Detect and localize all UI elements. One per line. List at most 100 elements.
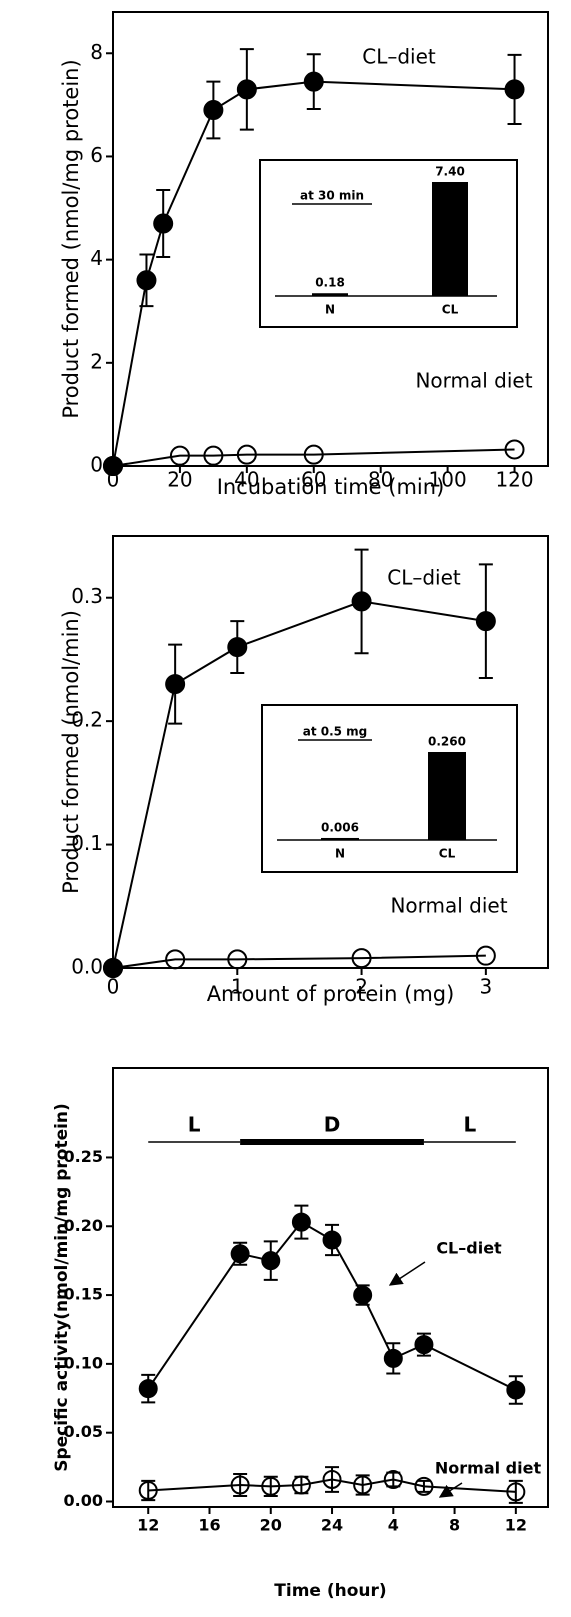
y-axis-label: Product formed (nmol/mg protein) (59, 59, 83, 418)
error-bar (508, 1479, 523, 1504)
x-axis-label: Time (hour) (274, 1581, 386, 1601)
x-tick-label: 0 (107, 975, 120, 999)
data-point (353, 1475, 373, 1495)
data-point (504, 79, 525, 100)
y-tick-label: 0.25 (64, 1147, 103, 1166)
inset-category-label: CL (442, 303, 459, 317)
data-point (291, 1475, 311, 1495)
inset-bar (312, 293, 348, 296)
inset-title: at 0.5 mg (303, 725, 368, 739)
data-point (153, 213, 174, 234)
data-point (227, 949, 248, 970)
y-tick-label: 0.2 (71, 708, 103, 732)
series-label: CL–diet (436, 1239, 502, 1258)
data-point (475, 611, 496, 632)
data-point (236, 444, 257, 465)
period-label: L (188, 1113, 201, 1137)
data-point (303, 71, 324, 92)
data-point (138, 1379, 158, 1399)
inset-frame (259, 159, 518, 328)
inset-value-label: 7.40 (435, 165, 465, 179)
inset-value-label: 0.006 (321, 820, 359, 834)
x-tick-label: 24 (321, 1516, 343, 1535)
data-point (103, 958, 123, 978)
y-tick-label: 0.05 (64, 1422, 103, 1441)
series-label: Normal diet (390, 894, 507, 918)
period-label: L (464, 1113, 477, 1137)
x-tick-label: 12 (137, 1516, 159, 1535)
x-axis-label: Amount of protein (mg) (207, 982, 455, 1006)
x-tick-label: 20 (260, 1516, 282, 1535)
y-tick-label: 0.0 (71, 955, 103, 979)
x-tick-label: 8 (449, 1516, 460, 1535)
y-tick-label: 0.20 (64, 1216, 103, 1235)
data-point (506, 1380, 526, 1400)
x-tick-label: 40 (234, 468, 259, 492)
series-line (112, 954, 486, 969)
data-point (353, 1285, 373, 1305)
error-bar (233, 1472, 248, 1497)
inset-frame (261, 704, 518, 873)
x-tick-label: 2 (355, 975, 368, 999)
plot-frame (112, 535, 549, 969)
series-label: Normal diet (415, 369, 532, 393)
data-point (506, 1482, 526, 1502)
data-point (414, 1476, 434, 1496)
data-point (414, 1335, 434, 1355)
y-tick-label: 0 (90, 453, 103, 477)
x-tick-label: 3 (479, 975, 492, 999)
y-tick-label: 0.1 (71, 831, 103, 855)
y-tick-label: 6 (90, 143, 103, 167)
data-point (291, 1212, 311, 1232)
inset-category-label: N (325, 303, 335, 317)
y-tick-label: 8 (90, 40, 103, 64)
y-tick-label: 0.3 (71, 584, 103, 608)
error-bar (263, 1475, 278, 1497)
x-tick-label: 120 (495, 468, 533, 492)
x-tick-label: 80 (368, 468, 393, 492)
inset-bar (432, 182, 468, 296)
data-point (303, 444, 324, 465)
x-tick-label: 60 (301, 468, 326, 492)
data-point (475, 945, 496, 966)
series-line (112, 448, 515, 467)
y-tick-label: 0.00 (64, 1491, 103, 1510)
data-point (504, 439, 525, 460)
y-axis-label: Specific activity(nmol/min/mg protein) (52, 1103, 72, 1472)
x-axis-label: Incubation time (min) (217, 475, 445, 499)
data-point (261, 1251, 281, 1271)
data-point (230, 1244, 250, 1264)
data-point (103, 456, 123, 476)
plot-frame (112, 11, 549, 467)
inset-value-label: 0.260 (428, 735, 466, 749)
data-point (261, 1476, 281, 1496)
data-point (138, 1480, 158, 1500)
x-tick-label: 100 (429, 468, 467, 492)
error-bar (141, 1479, 156, 1502)
x-tick-label: 12 (505, 1516, 527, 1535)
inset-title: at 30 min (300, 189, 364, 203)
data-point (203, 100, 224, 121)
series-label: Normal diet (435, 1459, 542, 1478)
error-bar (416, 1479, 431, 1493)
data-point (236, 79, 257, 100)
data-point (383, 1469, 403, 1489)
y-axis-label: Product formed (nmol/min) (59, 610, 83, 894)
inset-bar (428, 752, 466, 840)
x-tick-label: 20 (167, 468, 192, 492)
data-point (227, 637, 248, 658)
data-point (383, 1348, 403, 1368)
inset-bar (321, 837, 359, 840)
annotation-arrow (438, 1482, 463, 1498)
series-label: CL–diet (362, 45, 436, 69)
data-point (322, 1469, 342, 1489)
data-point (351, 591, 372, 612)
data-point (203, 445, 224, 466)
data-point (136, 270, 157, 291)
data-point (322, 1230, 342, 1250)
inset-value-label: 0.18 (315, 276, 345, 290)
annotation-arrow (388, 1261, 426, 1286)
inset-category-label: CL (439, 847, 456, 861)
y-tick-label: 0.15 (64, 1285, 103, 1304)
data-point (165, 949, 186, 970)
